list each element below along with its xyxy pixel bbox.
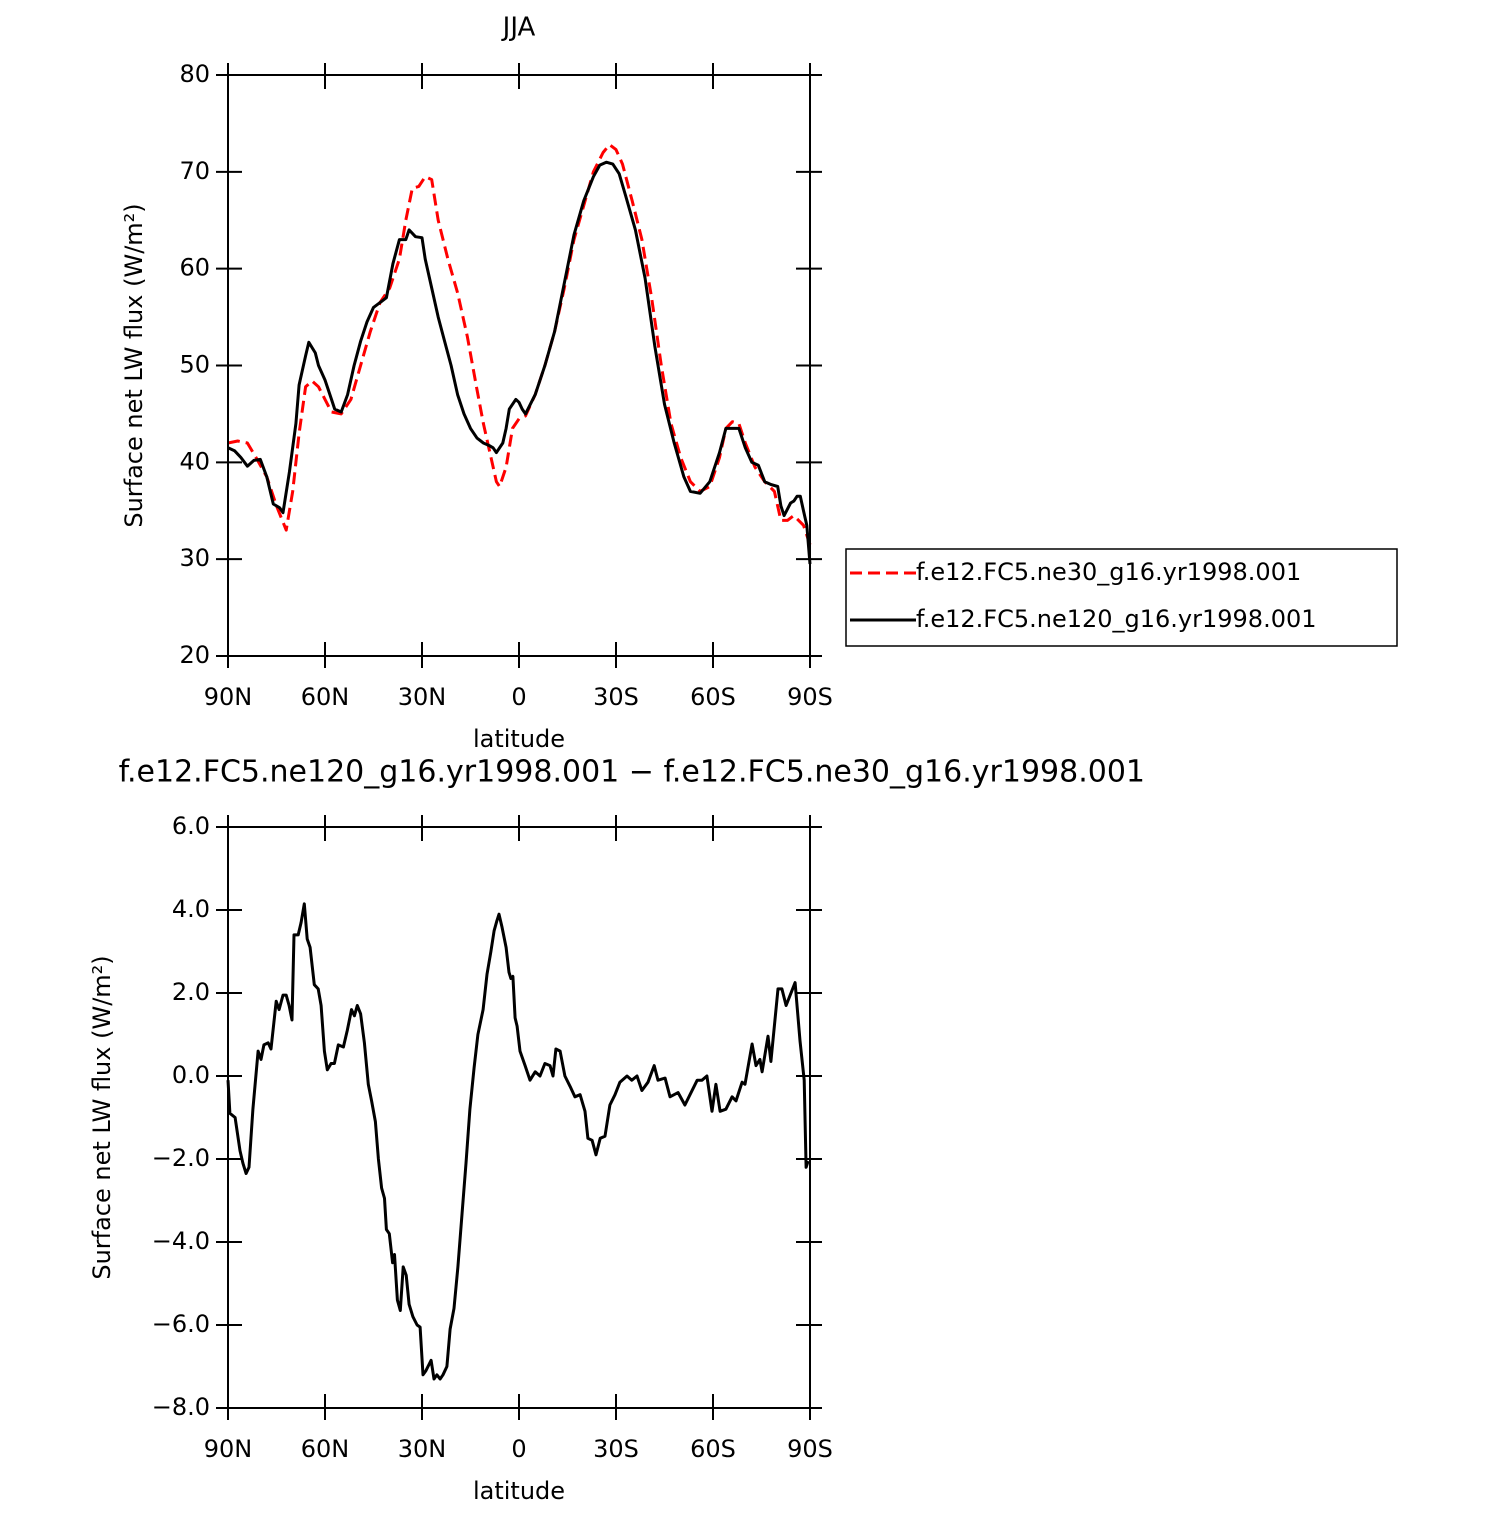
x-tick-label: 60S <box>690 1435 736 1463</box>
y-tick-label: 6.0 <box>172 812 210 840</box>
y-tick-label: 20 <box>179 641 210 669</box>
y-tick-label: 50 <box>179 351 210 379</box>
x-tick-label: 90N <box>204 683 253 711</box>
plot-frame <box>227 826 811 1409</box>
y-tick-label: −8.0 <box>152 1393 210 1421</box>
x-tick-label: 60N <box>301 1435 350 1463</box>
y-tick-label: −4.0 <box>152 1227 210 1255</box>
x-tick-label: 90S <box>787 683 833 711</box>
y-tick-label: 40 <box>179 447 210 475</box>
x-tick-label: 30N <box>398 1435 447 1463</box>
y-axis-label: Surface net LW flux (W/m²) <box>88 955 116 1279</box>
y-tick-label: 70 <box>179 157 210 185</box>
y-tick-label: 2.0 <box>172 978 210 1006</box>
x-tick-label: 0 <box>511 1435 526 1463</box>
y-tick-label: 0.0 <box>172 1061 210 1089</box>
chart-title: f.e12.FC5.ne120_g16.yr1998.001 − f.e12.F… <box>119 755 1145 790</box>
x-tick-label: 90S <box>787 1435 833 1463</box>
x-tick-label: 60S <box>690 683 736 711</box>
x-tick-label: 30S <box>593 1435 639 1463</box>
x-tick-label: 30N <box>398 683 447 711</box>
plot-frame <box>227 74 811 657</box>
y-tick-label: 30 <box>179 544 210 572</box>
x-tick-label: 30S <box>593 683 639 711</box>
y-axis-label: Surface net LW flux (W/m²) <box>120 203 148 527</box>
x-axis-label: latitude <box>473 725 565 753</box>
legend-label: f.e12.FC5.ne30_g16.yr1998.001 <box>916 558 1301 586</box>
x-tick-label: 60N <box>301 683 350 711</box>
legend-box <box>845 548 1398 647</box>
legend-label: f.e12.FC5.ne120_g16.yr1998.001 <box>916 605 1317 633</box>
data-line <box>227 160 812 565</box>
x-tick-label: 0 <box>511 683 526 711</box>
data-line <box>227 143 812 546</box>
y-tick-label: 4.0 <box>172 895 210 923</box>
x-axis-label: latitude <box>473 1477 565 1505</box>
data-line <box>226 902 810 1381</box>
y-tick-label: −6.0 <box>152 1310 210 1338</box>
y-tick-label: −2.0 <box>152 1144 210 1172</box>
y-tick-label: 80 <box>179 60 210 88</box>
x-tick-label: 90N <box>204 1435 253 1463</box>
y-tick-label: 60 <box>179 254 210 282</box>
chart-title: JJA <box>501 13 536 43</box>
